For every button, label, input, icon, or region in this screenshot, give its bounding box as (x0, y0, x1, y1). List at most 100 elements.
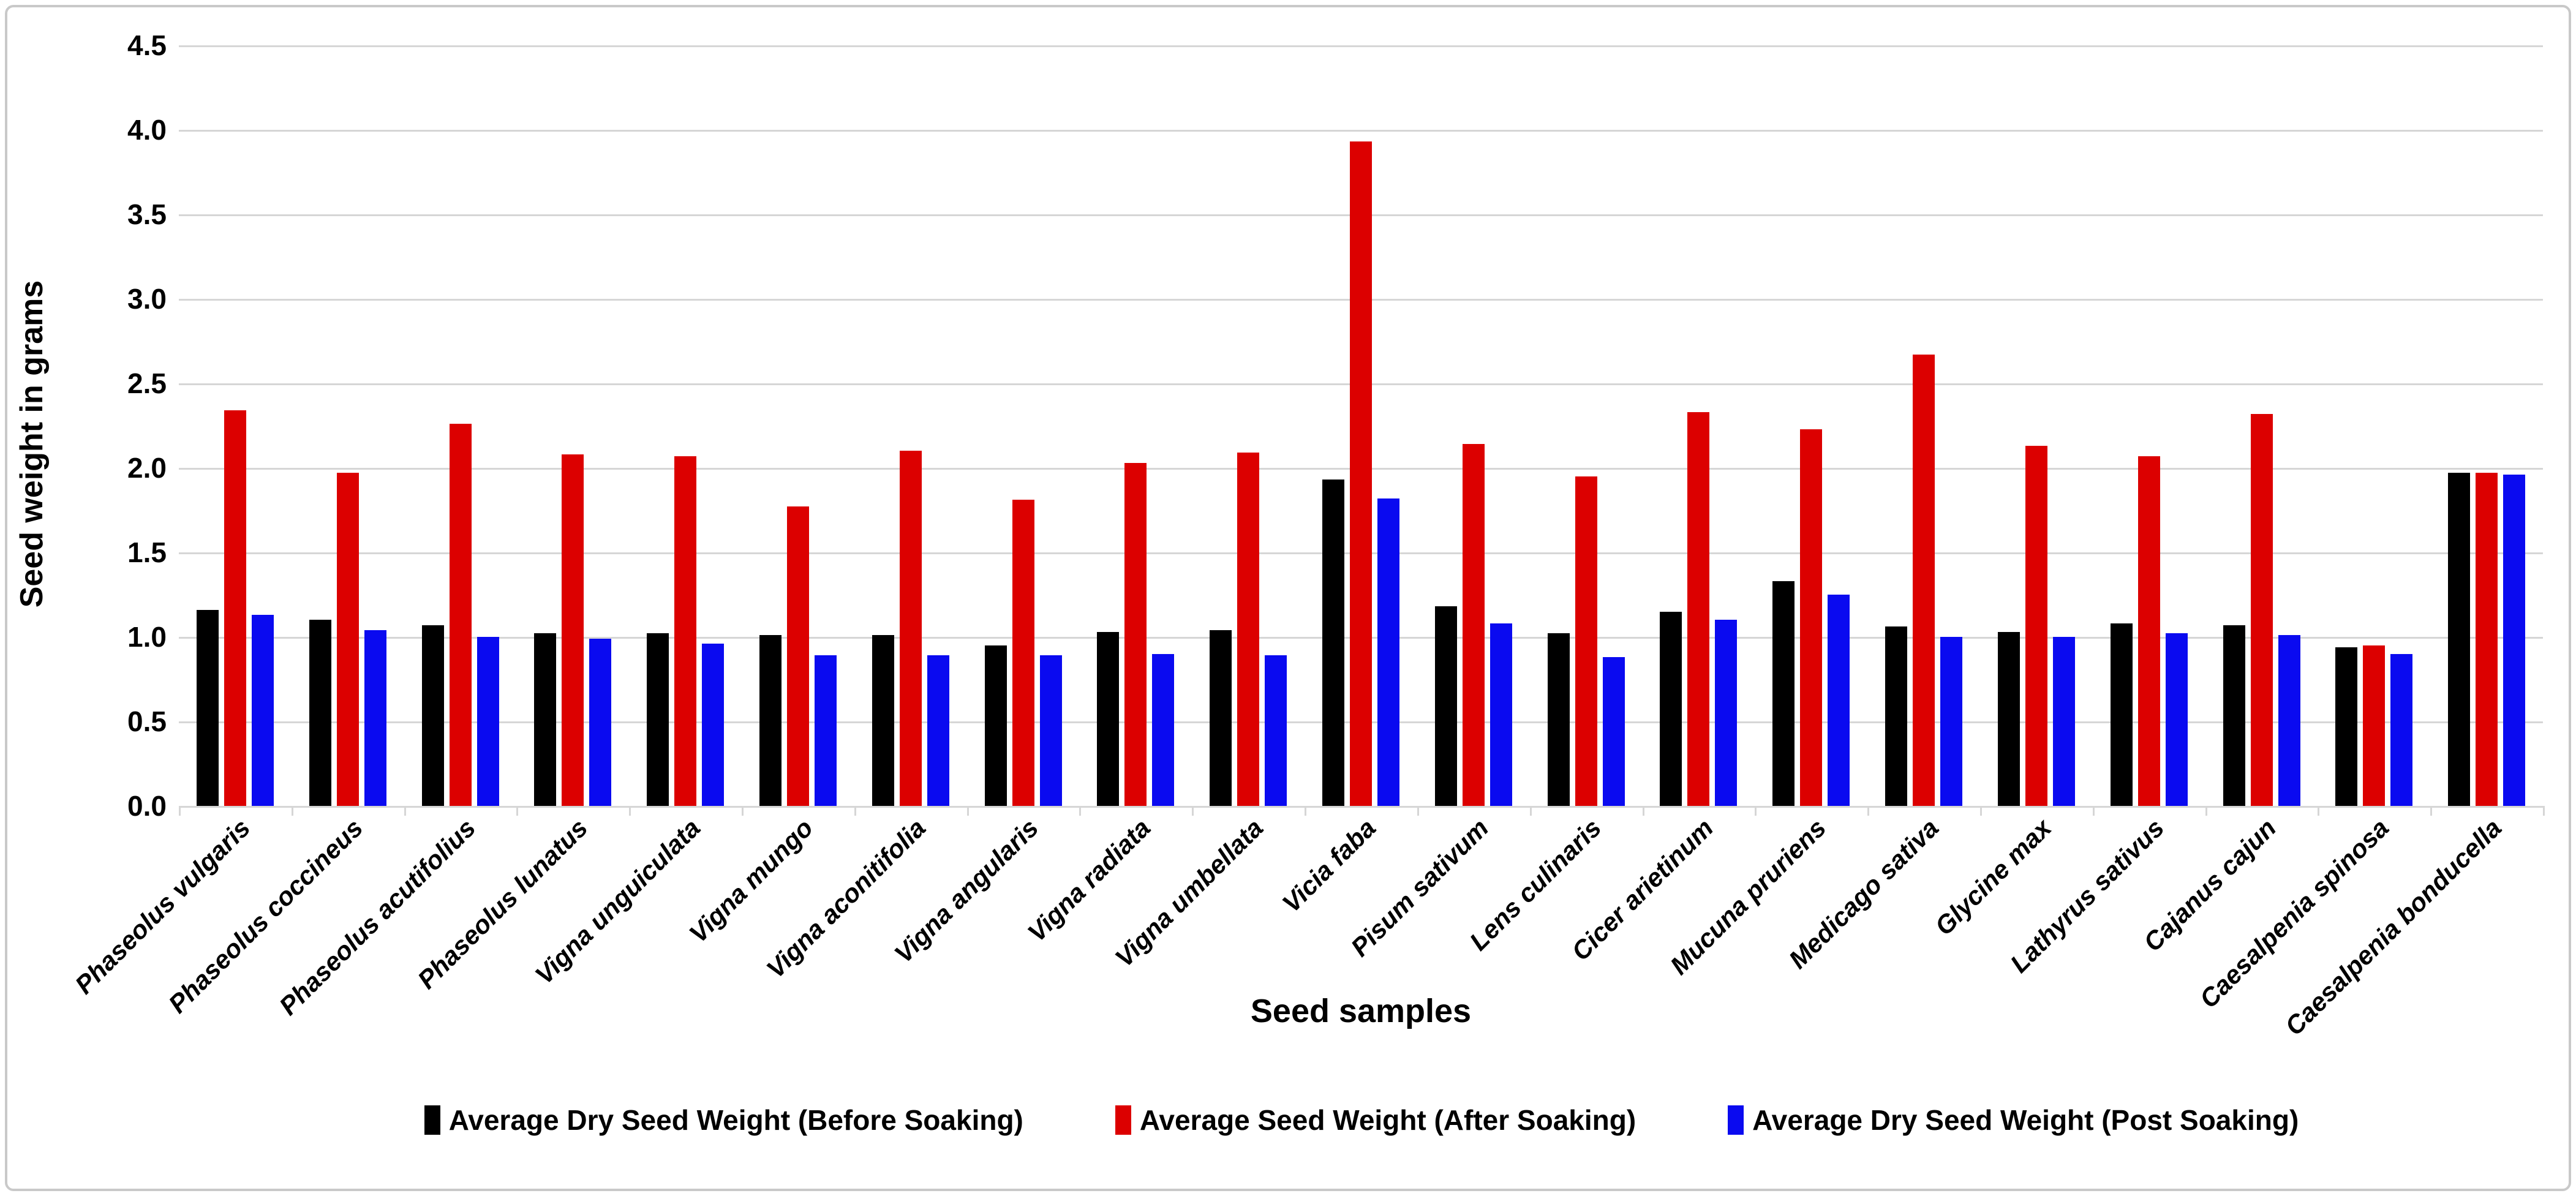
bar (1210, 630, 1232, 806)
bar-group (1305, 45, 1417, 806)
x-axis-tick (1867, 806, 1870, 816)
x-axis-tick (2205, 806, 2207, 816)
bar (786, 506, 809, 806)
x-axis-tick (1642, 806, 1644, 816)
bar-group (2205, 45, 2318, 806)
y-tick-label: 4.5 (127, 29, 167, 61)
y-tick-label: 3.5 (127, 198, 167, 230)
bar (1772, 581, 1795, 806)
bar (759, 635, 781, 806)
y-axis-title: Seed weight in grams (14, 280, 50, 608)
bar (1152, 653, 1175, 806)
bar-group (2093, 45, 2205, 806)
bar-group (2318, 45, 2430, 806)
bar-group (2430, 45, 2543, 806)
x-axis-title: Seed samples (1250, 993, 1472, 1029)
bar (1913, 355, 1935, 806)
bar (1885, 626, 1908, 806)
bar (1097, 631, 1120, 806)
bar (2278, 635, 2300, 806)
bar-group (1192, 45, 1305, 806)
bar (674, 456, 697, 806)
bar (196, 609, 219, 806)
bar-group (292, 45, 404, 806)
bar (1237, 453, 1260, 806)
gridline (179, 130, 2543, 132)
bar (309, 620, 331, 806)
x-axis-tick (1417, 806, 1419, 816)
bar-group (516, 45, 629, 806)
bar (2363, 645, 2386, 806)
bar (1322, 480, 1345, 806)
bar (2052, 637, 2075, 806)
bar-group (629, 45, 742, 806)
legend-label-post-soaking: Average Dry Seed Weight (Post Soaking) (1752, 1104, 2299, 1136)
x-category-label: Caesalpenia spinosa (2194, 813, 2395, 1014)
bar (1715, 620, 1738, 806)
bar (534, 633, 557, 806)
legend-entry-before-soaking: Average Dry Seed Weight (Before Soaking) (424, 1104, 1023, 1137)
bar-group (742, 45, 854, 806)
bar (1575, 476, 1597, 806)
bar-group (854, 45, 967, 806)
bar-group (1530, 45, 1643, 806)
bar (1377, 498, 1400, 806)
bar (2448, 473, 2471, 806)
bar-group (1755, 45, 1867, 806)
bar (336, 473, 359, 806)
bar-group (1643, 45, 1755, 806)
bar-group (1080, 45, 1192, 806)
bar (2335, 647, 2358, 806)
x-axis-tick (2430, 806, 2433, 816)
bar (1350, 141, 1373, 806)
x-axis-tick (2543, 806, 2545, 816)
bar (562, 454, 584, 806)
bar (1602, 657, 1625, 806)
x-category-label: Vicia faba (1276, 813, 1382, 918)
y-tick-label: 2.5 (127, 367, 167, 399)
y-tick-label: 4.0 (127, 114, 167, 146)
x-axis-tick (629, 806, 631, 816)
x-axis-tick (2318, 806, 2320, 816)
bar-group (1980, 45, 2093, 806)
bar (872, 635, 894, 806)
bar (1660, 611, 1682, 806)
bar (1997, 631, 2020, 806)
bar (984, 645, 1007, 806)
gridline (179, 45, 2543, 47)
bar (1124, 462, 1147, 806)
y-tick-label: 0.5 (127, 705, 167, 737)
legend-marker-after-soaking (1115, 1105, 1131, 1135)
bar (814, 655, 837, 806)
x-axis-tick (1305, 806, 1307, 816)
bar (899, 451, 922, 806)
chart-frame: Seed weight in grams 0.0 0.5 1.0 1.5 2.0 2.5 3… (5, 5, 2571, 1191)
bar-group (1867, 45, 1980, 806)
y-tick-label: 2.0 (127, 452, 167, 484)
bar (2476, 473, 2498, 806)
bar (2165, 633, 2188, 806)
bar (2390, 653, 2413, 806)
x-axis-tick (1979, 806, 1982, 816)
x-axis-tick (291, 806, 293, 816)
x-axis-tick (1755, 806, 1757, 816)
bar-group (179, 45, 292, 806)
bar (2137, 456, 2160, 806)
bar-group (404, 45, 517, 806)
bar-group (967, 45, 1080, 806)
legend: Average Dry Seed Weight (Before Soaking)… (81, 1104, 2576, 1137)
bar-groups-row (179, 45, 2543, 806)
bar (2223, 625, 2245, 806)
x-axis-tick (2092, 806, 2095, 816)
y-tick-label: 3.0 (127, 283, 167, 315)
bar (421, 625, 444, 806)
plot-area (179, 45, 2543, 808)
legend-marker-post-soaking (1728, 1105, 1744, 1135)
bar (1039, 655, 1062, 806)
bar (1489, 623, 1512, 806)
bar (927, 655, 949, 806)
x-axis-tick (516, 806, 519, 816)
legend-marker-before-soaking (424, 1105, 440, 1135)
bar (364, 630, 386, 806)
x-category-label: Phaseolus coccineus (162, 813, 368, 1019)
